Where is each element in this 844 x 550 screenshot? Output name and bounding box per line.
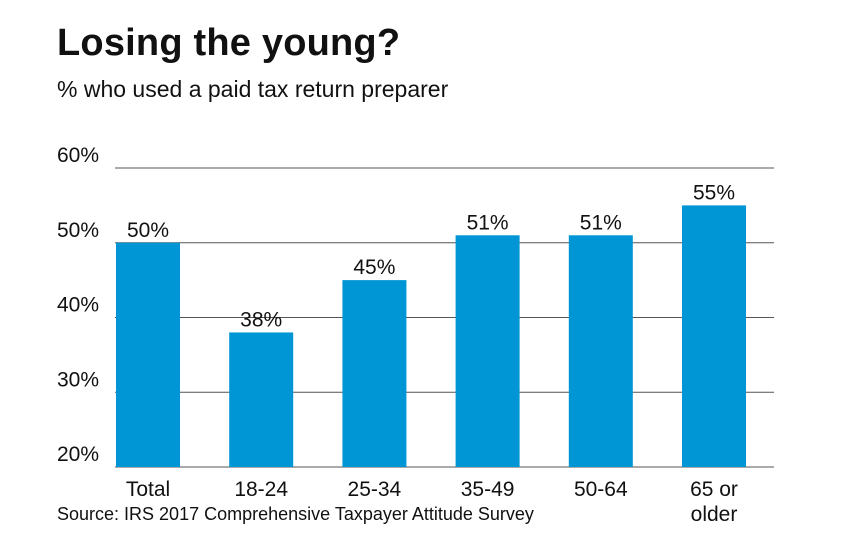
bar-18-24: [229, 332, 294, 467]
x-tick-label: Total: [126, 478, 170, 501]
x-tick-label-line: 18-24: [234, 478, 288, 501]
chart-subtitle: % who used a paid tax return preparer: [57, 76, 449, 102]
data-label: 51%: [467, 211, 509, 234]
y-tick-label: 40%: [57, 294, 99, 317]
bar-25-34: [342, 280, 407, 467]
x-tick-label: 18-24: [234, 478, 288, 501]
x-tick-label-line: 25-34: [348, 478, 402, 501]
x-tick-label: 50-64: [574, 478, 628, 501]
data-label: 45%: [353, 256, 395, 279]
x-tick-label: 65 or older: [690, 478, 738, 526]
data-label: 55%: [693, 181, 735, 204]
labels: 20% 30% 40% 50% 60% 50% Total 38% 18-24 45% 25-34 5…: [57, 144, 738, 526]
bar-65-or-older: [682, 205, 746, 467]
gridlines: [115, 167, 774, 468]
data-label: 38%: [240, 308, 282, 331]
y-tick-label: 20%: [57, 443, 99, 466]
bar-35-49: [455, 235, 520, 467]
x-tick-label-line: 65 or: [690, 478, 738, 501]
data-label: 51%: [580, 211, 622, 234]
x-tick-label-line: 50-64: [574, 478, 628, 501]
x-tick-label-line: Total: [126, 478, 170, 501]
x-tick-label-line: older: [691, 503, 738, 526]
x-tick-label: 25-34: [348, 478, 402, 501]
y-tick-label: 60%: [57, 144, 99, 167]
y-tick-label: 30%: [57, 368, 99, 391]
bar-total: [116, 242, 180, 467]
chart-title: Losing the young?: [57, 22, 401, 64]
y-tick-label: 50%: [57, 219, 99, 242]
data-label: 50%: [127, 219, 169, 242]
chart-source: Source: IRS 2017 Comprehensive Taxpayer …: [57, 504, 534, 524]
bars: [116, 205, 746, 467]
x-tick-label: 35-49: [461, 478, 515, 501]
x-tick-label-line: 35-49: [461, 478, 515, 501]
bar-50-64: [568, 235, 633, 467]
